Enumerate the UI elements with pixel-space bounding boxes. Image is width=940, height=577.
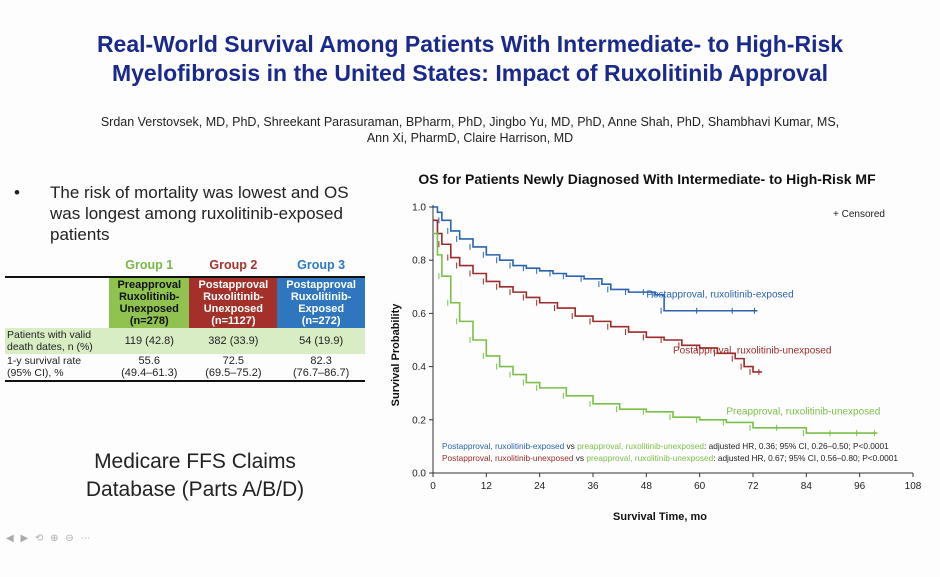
survival-ci: (76.7–86.7)	[292, 367, 350, 379]
series-label-1: Postapproval, ruxolitinib-exposed	[646, 289, 793, 300]
row-label-text: (95% CI), %	[7, 367, 64, 379]
group1-box-line: Unexposed	[119, 303, 179, 315]
survival-rate: 72.5	[222, 355, 245, 367]
group2-box-line: Unexposed	[203, 303, 263, 315]
bullet-dot: •	[14, 183, 20, 202]
table-row: Patients with valid death dates, n (%) 1…	[5, 328, 365, 354]
group3-box-line: Ruxolitinib-	[290, 291, 352, 303]
group1-box-line: Preapproval	[117, 279, 182, 291]
row-label-survival: 1-y survival rate (95% CI), %	[5, 354, 109, 382]
fn2-c: preapproval, ruxolitinib-unexposed	[586, 453, 713, 463]
x-tick-label: 72	[747, 481, 759, 492]
group3-box-line: Postapproval	[286, 279, 356, 291]
chart-axes: 0.0 0.2 0.4 0.6 0.8 1.0 0 12 24 36 48 60 72 84 96 108	[412, 203, 922, 493]
row-label-text: Patients with valid	[7, 329, 92, 341]
group2-box: Postapproval Ruxolitinib- Unexposed (n=1…	[189, 276, 278, 328]
row-label-text: 1-y survival rate	[7, 355, 82, 367]
x-tick-label: 36	[587, 481, 599, 492]
hr-footnote-1: Postapproval, ruxolitinib-exposed vs pre…	[442, 441, 889, 451]
cell-survival-g1: 55.6 (49.4–61.3)	[109, 354, 190, 382]
group2-header: Group 2	[209, 258, 258, 272]
table-corner	[5, 254, 109, 277]
y-tick-label: 0.6	[412, 309, 426, 320]
x-tick-label: 0	[430, 481, 436, 492]
y-tick-label: 0.4	[412, 362, 426, 373]
table-blank	[5, 276, 109, 328]
kaplan-meier-chart: OS for Patients Newly Diagnosed With Int…	[390, 171, 922, 523]
x-tick-label: 96	[854, 481, 866, 492]
x-tick-label: 84	[801, 481, 813, 492]
series-label-3: Preapproval, ruxolitinib-unexposed	[726, 406, 880, 417]
group3-box-line: Exposed	[298, 303, 345, 315]
y-tick-label: 0.0	[412, 469, 426, 480]
group1-box-line: Ruxolitinib-	[118, 291, 180, 303]
group2-box-line: Ruxolitinib-	[203, 291, 264, 303]
group2-box-line: (n=1127)	[211, 315, 256, 327]
title-line-2: Myelofibrosis in the United States: Impa…	[111, 60, 829, 86]
group1-box-line: (n=278)	[129, 315, 169, 327]
y-axis-label: Survival Probability	[390, 303, 402, 407]
x-tick-label: 24	[534, 481, 546, 492]
cell-deaths-g3: 54 (19.9)	[277, 328, 365, 354]
title-line-1: Real-World Survival Among Patients With …	[96, 31, 844, 57]
slide-title: Real-World Survival Among Patients With …	[0, 30, 940, 88]
cell-survival-g2: 72.5 (69.5–75.2)	[189, 354, 278, 382]
authors-line-1: Srdan Verstovsek, MD, PhD, Shreekant Par…	[100, 115, 840, 129]
survival-ci: (69.5–75.2)	[205, 367, 262, 379]
row-label-text: death dates, n (%)	[7, 341, 93, 353]
table-row: 1-y survival rate (95% CI), % 55.6 (49.4…	[5, 354, 365, 382]
group-comparison-table: Group 1 Group 2 Group 3 Preapproval Ruxo…	[5, 254, 365, 382]
data-source-label: Medicare FFS Claims Database (Parts A/B/…	[40, 448, 350, 504]
x-tick-label: 108	[905, 481, 922, 492]
group1-box: Preapproval Ruxolitinib- Unexposed (n=27…	[109, 276, 190, 328]
y-tick-label: 0.2	[412, 415, 426, 426]
fn2-a: Postapproval, ruxolitinib-unexposed	[442, 453, 574, 463]
hr-footnote-2: Postapproval, ruxolitinib-unexposed vs p…	[442, 453, 898, 463]
group2-box-line: Postapproval	[198, 279, 269, 291]
group3-box: Postapproval Ruxolitinib- Exposed (n=272…	[277, 276, 365, 328]
cell-survival-g3: 82.3 (76.7–86.7)	[277, 354, 365, 382]
group3-header: Group 3	[297, 258, 346, 272]
series-label-2: Postapproval, ruxolitinib-unexposed	[673, 345, 831, 356]
bullet-text: The risk of mortality was lowest and OS …	[50, 183, 349, 244]
x-axis-label: Survival Time, mo	[613, 511, 707, 523]
x-tick-label: 60	[694, 481, 706, 492]
fn1-d: : adjusted HR, 0.36; 95% CI, 0.26–0.50; …	[704, 441, 889, 451]
y-tick-label: 0.8	[412, 256, 426, 267]
chart-curves: Postapproval, ruxolitinib-exposed Postapp…	[433, 206, 880, 437]
fn1-c: preapproval, ruxolitinib-unexposed	[577, 441, 704, 451]
data-source-line-1: Medicare FFS Claims	[94, 450, 296, 473]
authors-line-2: Ann Xi, PharmD, Claire Harrison, MD	[366, 131, 574, 145]
censored-legend: + Censored	[833, 209, 885, 220]
y-tick-label: 1.0	[412, 203, 426, 214]
chart-title: OS for Patients Newly Diagnosed With Int…	[418, 171, 876, 187]
data-source-line-2: Database (Parts A/B/D)	[85, 478, 305, 501]
slide-player-controls[interactable]: ◀ ▶ ⟲ ⊕ ⊖ ⋯	[6, 533, 93, 544]
x-tick-label: 12	[481, 481, 493, 492]
fn2-d: : adjusted HR, 0.67; 95% CI, 0.56–0.80; …	[713, 453, 898, 463]
survival-rate: 82.3	[310, 355, 332, 367]
survival-curve-2	[433, 219, 762, 373]
fn2-b: vs	[573, 453, 586, 463]
survival-rate: 55.6	[138, 355, 160, 367]
survival-curve-1	[433, 206, 758, 312]
survival-ci: (49.4–61.3)	[121, 367, 178, 379]
author-list: Srdan Verstovsek, MD, PhD, Shreekant Par…	[60, 114, 880, 146]
survival-curve-3	[433, 232, 878, 434]
fn1-a: Postapproval, ruxolitinib-exposed	[442, 441, 565, 451]
fn1-b: vs	[564, 441, 577, 451]
cell-deaths-g1: 119 (42.8)	[109, 328, 190, 354]
group1-header: Group 1	[125, 258, 174, 272]
group3-box-line: (n=272)	[301, 315, 341, 327]
cell-deaths-g2: 382 (33.9)	[189, 328, 278, 354]
row-label-deaths: Patients with valid death dates, n (%)	[5, 328, 109, 354]
x-tick-label: 48	[641, 481, 653, 492]
